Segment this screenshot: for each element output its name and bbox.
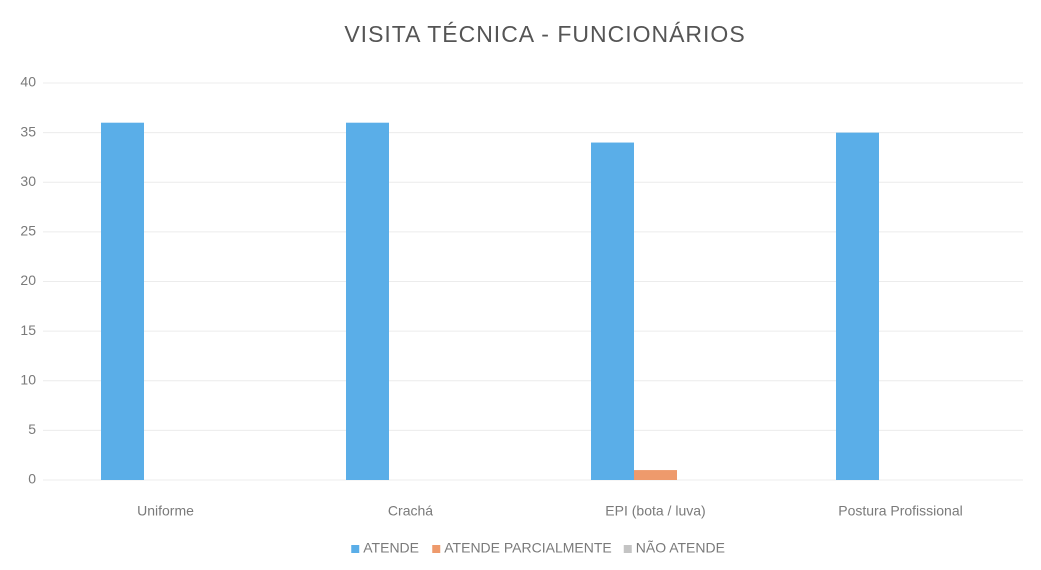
bar	[634, 470, 677, 480]
y-tick-label: 30	[20, 173, 36, 189]
bar	[101, 122, 144, 480]
legend-swatch	[351, 545, 360, 553]
y-tick-label: 40	[20, 74, 36, 90]
y-tick-label: 10	[20, 371, 36, 387]
x-tick-label: EPI (bota / luva)	[605, 503, 705, 519]
legend-label: ATENDE PARCIALMENTE	[444, 540, 612, 556]
y-tick-label: 15	[20, 322, 36, 338]
y-tick-label: 0	[28, 471, 36, 487]
y-tick-label: 5	[28, 421, 36, 437]
legend-label: NÃO ATENDE	[636, 540, 725, 556]
y-tick-label: 25	[20, 223, 36, 239]
bar	[346, 122, 389, 480]
legend-label: ATENDE	[363, 540, 419, 556]
legend-swatch	[432, 545, 441, 553]
bar	[836, 132, 879, 480]
x-tick-label: Uniforme	[137, 503, 194, 519]
legend-swatch	[623, 545, 632, 553]
x-tick-label: Postura Profissional	[838, 503, 963, 519]
chart-title: VISITA TÉCNICA - FUNCIONÁRIOS	[344, 21, 745, 47]
y-tick-label: 35	[20, 123, 36, 139]
bar	[591, 142, 634, 481]
y-tick-label: 20	[20, 272, 36, 288]
x-tick-label: Crachá	[388, 503, 433, 519]
